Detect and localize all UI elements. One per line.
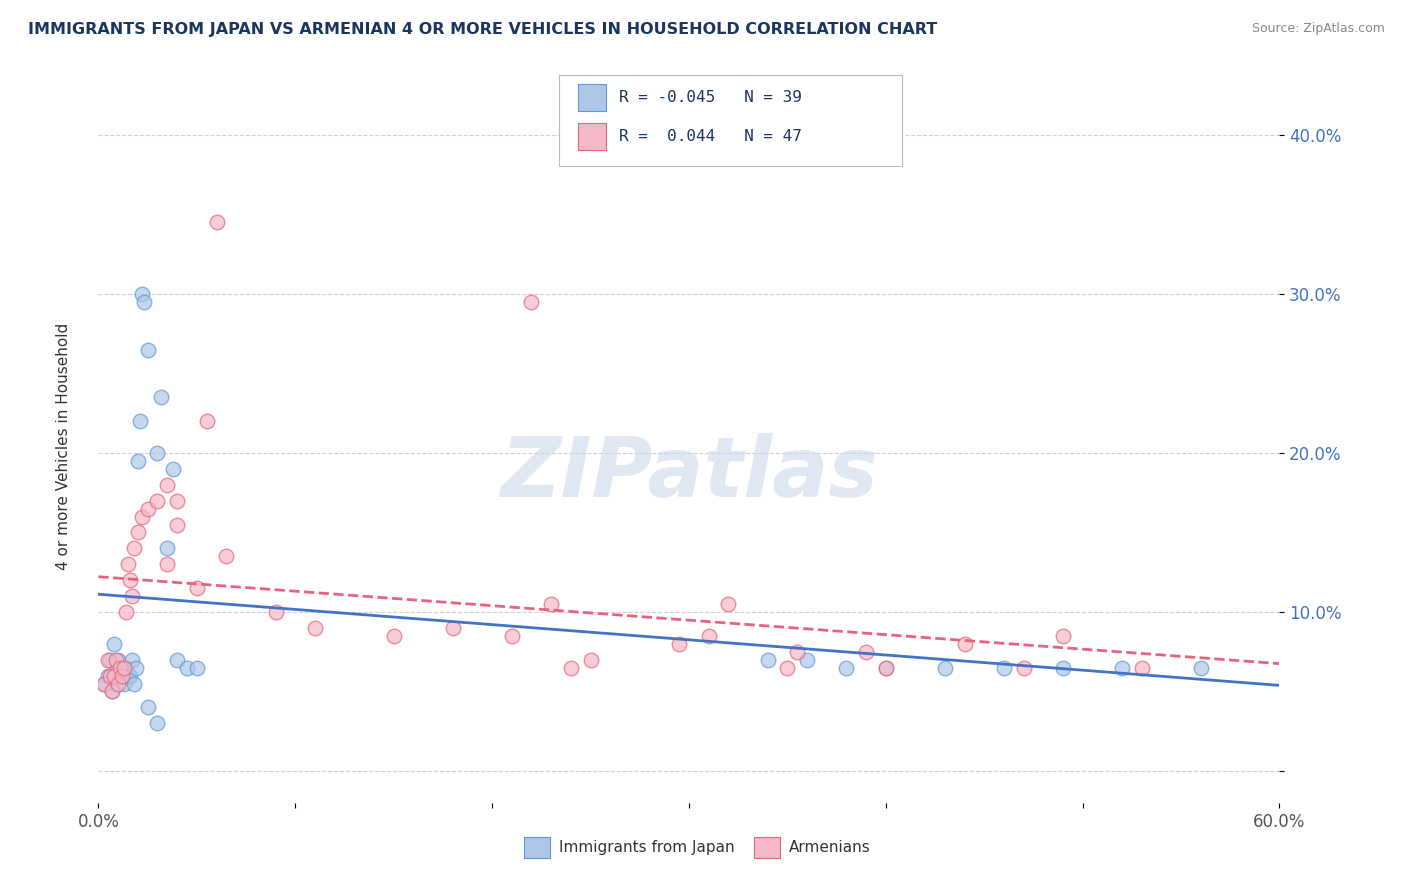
Point xyxy=(875,660,897,674)
Point xyxy=(146,446,169,460)
Point xyxy=(101,684,124,698)
Point xyxy=(195,414,218,428)
Bar xyxy=(578,84,606,111)
Point xyxy=(717,597,740,611)
Point xyxy=(136,501,159,516)
Point xyxy=(304,621,326,635)
Point xyxy=(875,660,897,674)
Point xyxy=(186,660,208,674)
Point xyxy=(382,629,405,643)
Point xyxy=(166,517,188,532)
Point xyxy=(93,676,115,690)
Point xyxy=(136,700,159,714)
Bar xyxy=(578,123,606,150)
Text: Immigrants from Japan: Immigrants from Japan xyxy=(560,840,735,855)
Point xyxy=(264,605,287,619)
Point xyxy=(131,287,153,301)
Point xyxy=(101,684,124,698)
Point xyxy=(105,653,128,667)
Point xyxy=(136,343,159,357)
Point xyxy=(98,653,121,667)
Point xyxy=(855,645,877,659)
Point xyxy=(156,541,179,556)
Point xyxy=(122,541,145,556)
Point xyxy=(117,558,139,572)
Point xyxy=(103,637,125,651)
Point xyxy=(108,660,131,674)
Point xyxy=(122,676,145,690)
Point xyxy=(993,660,1015,674)
Point xyxy=(579,653,602,667)
Point xyxy=(108,668,131,682)
Point xyxy=(112,676,135,690)
Point xyxy=(121,589,143,603)
Point xyxy=(115,660,138,674)
Point xyxy=(150,390,173,404)
Point xyxy=(156,477,179,491)
Point xyxy=(1189,660,1212,674)
Text: Source: ZipAtlas.com: Source: ZipAtlas.com xyxy=(1251,22,1385,36)
Point xyxy=(786,645,808,659)
Point xyxy=(117,668,139,682)
Point xyxy=(105,676,128,690)
Point xyxy=(118,573,141,587)
Point xyxy=(128,414,150,428)
Point xyxy=(111,660,134,674)
Point xyxy=(835,660,858,674)
Point xyxy=(127,454,149,468)
Point xyxy=(125,660,148,674)
Point xyxy=(441,621,464,635)
Point xyxy=(186,581,208,595)
Point xyxy=(796,653,818,667)
Point xyxy=(1111,660,1133,674)
Point xyxy=(146,493,169,508)
Point xyxy=(176,660,198,674)
Point xyxy=(162,462,184,476)
Point xyxy=(756,653,779,667)
Point xyxy=(1052,660,1074,674)
Text: R = -0.045   N = 39: R = -0.045 N = 39 xyxy=(620,90,803,104)
Point xyxy=(107,653,129,667)
Point xyxy=(776,660,799,674)
Point xyxy=(934,660,956,674)
Point xyxy=(520,294,543,309)
Point xyxy=(215,549,238,564)
Text: IMMIGRANTS FROM JAPAN VS ARMENIAN 4 OR MORE VEHICLES IN HOUSEHOLD CORRELATION CH: IMMIGRANTS FROM JAPAN VS ARMENIAN 4 OR M… xyxy=(28,22,938,37)
Text: 4 or more Vehicles in Household: 4 or more Vehicles in Household xyxy=(56,322,70,570)
Point xyxy=(1130,660,1153,674)
Bar xyxy=(523,838,550,858)
Point xyxy=(166,493,188,508)
Point xyxy=(93,676,115,690)
Text: R =  0.044   N = 47: R = 0.044 N = 47 xyxy=(620,129,803,145)
Point xyxy=(118,668,141,682)
Point xyxy=(501,629,523,643)
Point xyxy=(115,605,138,619)
Point xyxy=(97,668,120,682)
Point xyxy=(111,668,134,682)
Text: ZIPatlas: ZIPatlas xyxy=(501,434,877,514)
Point xyxy=(205,215,228,229)
Point xyxy=(97,653,120,667)
Point xyxy=(166,653,188,667)
Text: Armenians: Armenians xyxy=(789,840,872,855)
Point xyxy=(112,660,135,674)
Point xyxy=(697,629,720,643)
Point xyxy=(121,653,143,667)
Point xyxy=(103,668,125,682)
Point xyxy=(156,558,179,572)
Point xyxy=(131,509,153,524)
Point xyxy=(107,676,129,690)
Point xyxy=(98,668,121,682)
Point xyxy=(146,716,169,731)
Point xyxy=(540,597,562,611)
Point xyxy=(132,294,155,309)
Point xyxy=(1052,629,1074,643)
Point xyxy=(668,637,690,651)
FancyBboxPatch shape xyxy=(560,75,901,167)
Bar xyxy=(754,838,780,858)
Point xyxy=(560,660,582,674)
Point xyxy=(127,525,149,540)
Point xyxy=(1012,660,1035,674)
Point xyxy=(953,637,976,651)
